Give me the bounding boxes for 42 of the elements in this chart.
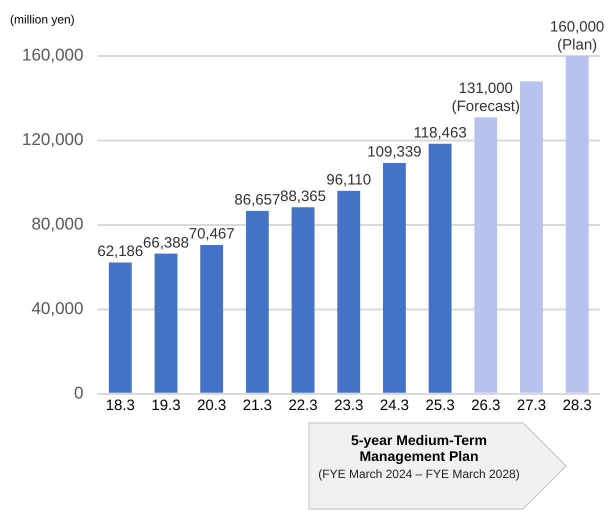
x-tick-label: 21.3 — [242, 396, 272, 414]
bar — [337, 190, 360, 393]
y-tick-label: 120,000 — [22, 130, 84, 150]
text: (FYE March 2024 – FYE March 2028) — [317, 467, 521, 481]
data-label: 131,000 — [458, 80, 513, 97]
data-label: 160,000 — [550, 18, 604, 36]
data-label: 62,186 — [97, 243, 144, 260]
annotation: (Forecast) — [452, 98, 520, 115]
y-axis-title: (million yen) — [10, 12, 75, 26]
bar — [246, 210, 269, 393]
x-tick-label: 23.3 — [334, 396, 364, 414]
x-tick-label: 27.3 — [516, 396, 546, 414]
bar — [520, 81, 543, 393]
x-tick-label: 26.3 — [471, 396, 500, 414]
x-tick-label: 24.3 — [380, 396, 410, 414]
data-label: 96,110 — [326, 172, 372, 189]
bar — [108, 262, 132, 393]
data-label: 88,365 — [280, 188, 326, 205]
y-tick-label: 0 — [74, 383, 84, 402]
bar — [200, 245, 224, 393]
text: 5-year Medium-Term Management Plan — [350, 432, 488, 464]
annotation: (Plan) — [557, 36, 598, 54]
x-tick-label: 22.3 — [288, 396, 318, 414]
data-label: 70,467 — [188, 226, 235, 243]
bar — [382, 162, 406, 393]
y-tick-label: 40,000 — [31, 299, 84, 318]
bar — [292, 207, 314, 393]
data-label: 118,463 — [414, 124, 467, 142]
bar — [566, 56, 589, 393]
x-tick-label: 28.3 — [562, 396, 592, 414]
x-tick-label: 25.3 — [425, 396, 455, 414]
data-label: 86,657 — [234, 191, 280, 208]
data-label: 109,339 — [367, 144, 422, 161]
bar — [154, 254, 178, 393]
y-tick-label: 80,000 — [31, 214, 84, 234]
bar — [474, 117, 498, 393]
bar — [428, 144, 452, 393]
y-tick-label: 160,000 — [22, 46, 84, 65]
x-tick-label: 20.3 — [197, 396, 226, 414]
x-tick-label: 18.3 — [106, 396, 135, 414]
x-tick-label: 19.3 — [151, 396, 181, 414]
data-label: 66,388 — [143, 234, 189, 252]
